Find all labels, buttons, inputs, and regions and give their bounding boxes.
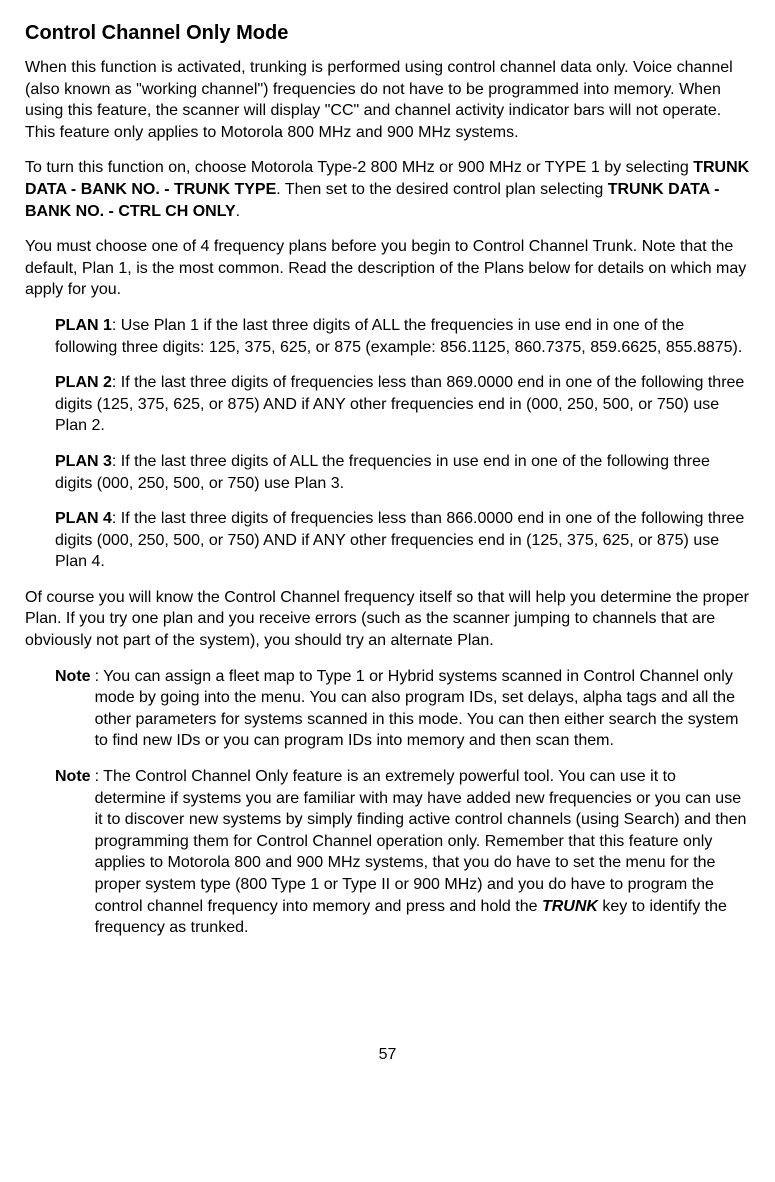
plan-3-block: PLAN 3: If the last three digits of ALL … — [55, 451, 750, 494]
plan-1-label: PLAN 1 — [55, 317, 112, 334]
note-2-body: : The Control Channel Only feature is an… — [95, 766, 750, 939]
plan-2-label: PLAN 2 — [55, 374, 112, 391]
note-2-label: Note — [55, 766, 91, 939]
plan-4-label: PLAN 4 — [55, 510, 112, 527]
plan-4-text: : If the last three digits of frequencie… — [55, 510, 744, 570]
text-segment: To turn this function on, choose Motorol… — [25, 159, 693, 176]
plan-3-text: : If the last three digits of ALL the fr… — [55, 453, 710, 492]
text-segment: . Then set to the desired control plan s… — [276, 181, 607, 198]
trunk-key-label: TRUNK — [542, 898, 598, 915]
plan-1-block: PLAN 1: Use Plan 1 if the last three dig… — [55, 315, 750, 358]
plan-2-text: : If the last three digits of frequencie… — [55, 374, 744, 434]
intro-paragraph-3: You must choose one of 4 frequency plans… — [25, 236, 750, 301]
plan-3-label: PLAN 3 — [55, 453, 112, 470]
text-segment: . — [236, 203, 240, 220]
intro-paragraph-2: To turn this function on, choose Motorol… — [25, 157, 750, 222]
page-heading: Control Channel Only Mode — [25, 20, 750, 47]
intro-paragraph-1: When this function is activated, trunkin… — [25, 57, 750, 143]
note-1-label: Note — [55, 666, 91, 752]
page-number: 57 — [25, 1044, 750, 1066]
closing-paragraph: Of course you will know the Control Chan… — [25, 587, 750, 652]
note-2-block: Note : The Control Channel Only feature … — [55, 766, 750, 939]
note-1-text: : You can assign a fleet map to Type 1 o… — [95, 666, 750, 752]
plan-4-block: PLAN 4: If the last three digits of freq… — [55, 508, 750, 573]
plan-2-block: PLAN 2: If the last three digits of freq… — [55, 372, 750, 437]
plan-1-text: : Use Plan 1 if the last three digits of… — [55, 317, 742, 356]
note-2-pre: : The Control Channel Only feature is an… — [95, 768, 747, 915]
note-1-block: Note : You can assign a fleet map to Typ… — [55, 666, 750, 752]
